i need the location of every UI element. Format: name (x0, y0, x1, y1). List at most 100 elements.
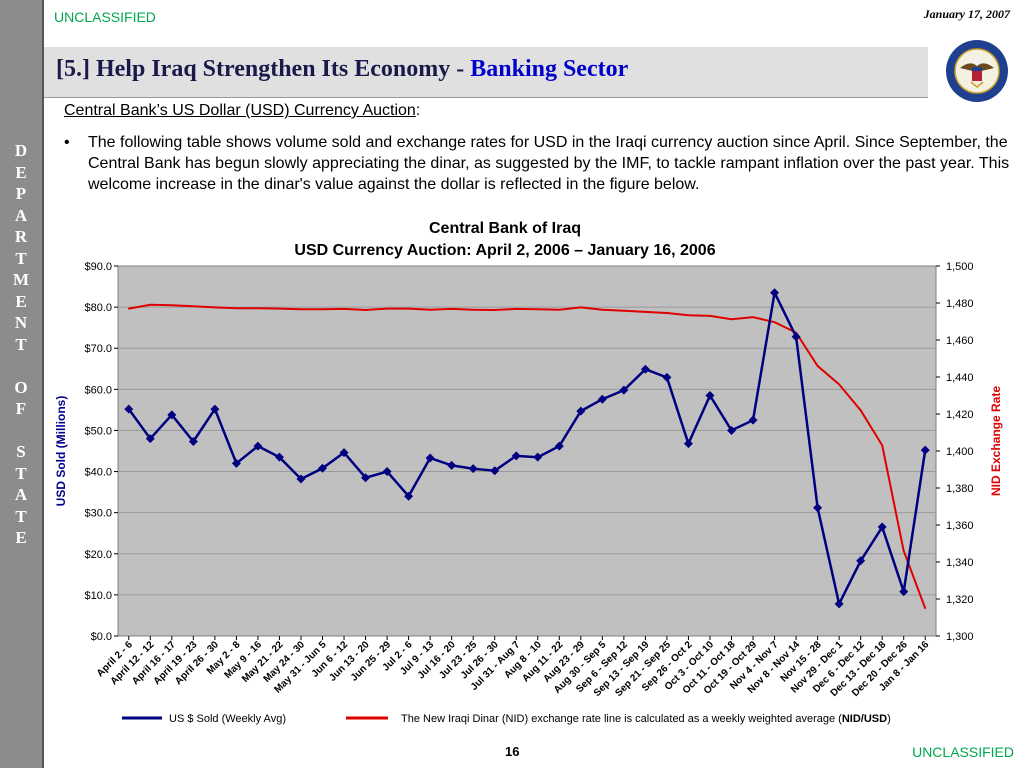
usd-sold-point (447, 460, 457, 470)
exchange-rate-point (450, 308, 453, 310)
exchange-rate-point (623, 309, 625, 312)
usd-sold-point (404, 491, 414, 501)
exchange-rate-point (816, 365, 819, 367)
exchange-rate-point (429, 308, 431, 311)
usd-sold-point (619, 385, 629, 395)
exchange-rate-point (881, 444, 883, 447)
series-line-usd-sold (127, 288, 927, 608)
legend-label-exchange-rate: The New Iraqi Dinar (NID) exchange rate … (401, 713, 891, 725)
usd-sold-point (145, 434, 155, 444)
y2-tick-label: 1,460 (946, 335, 974, 347)
usd-sold-point (727, 425, 736, 435)
exchange-rate-point (127, 307, 130, 310)
exchange-rate-point (666, 312, 668, 314)
sidebar-letter: E (15, 291, 27, 311)
sidebar-letter: P (15, 184, 27, 203)
exchange-rate-point (580, 306, 582, 309)
exchange-rate-point (278, 307, 281, 310)
title-band (44, 47, 928, 98)
bullet-symbol: • (64, 134, 70, 151)
usd-sold-point (339, 448, 349, 458)
usd-sold-point (834, 599, 844, 609)
y-tick-label: $10.0 (84, 590, 112, 602)
usd-sold-point (748, 415, 758, 425)
usd-sold-point (490, 466, 500, 476)
y2-tick-label: 1,360 (946, 520, 974, 532)
exchange-rate-point (386, 307, 388, 310)
exchange-rate-point (752, 316, 754, 318)
y-tick-label: $90.0 (84, 261, 112, 273)
usd-sold-point (253, 441, 263, 451)
y2-tick-label: 1,480 (946, 298, 974, 310)
sidebar-letter: F (15, 399, 27, 418)
usd-sold-point (274, 452, 284, 462)
chart-subtitle: USD Currency Auction: April 2, 2006 – Ja… (294, 242, 716, 259)
sidebar-letter: A (14, 485, 28, 504)
usd-sold-point (382, 467, 392, 477)
usd-sold-point (361, 473, 371, 483)
classification-top: UNCLASSIFIED (54, 9, 156, 25)
usd-sold-point (511, 451, 521, 461)
usd-sold-point (813, 503, 823, 513)
title-accent: Banking Sector (470, 56, 629, 82)
y2-tick-label: 1,440 (946, 372, 974, 384)
usd-sold-point (124, 404, 134, 414)
y-tick-label: $40.0 (84, 467, 112, 479)
sidebar-letter: D (14, 141, 28, 160)
y2-tick-label: 1,400 (946, 446, 974, 458)
sidebar-letter: T (15, 248, 27, 268)
page-number: 16 (505, 744, 520, 759)
bullet-text: The following table shows volume sold an… (88, 134, 1010, 193)
legend-label-prefix: The New Iraqi Dinar (NID) exchange rate … (401, 713, 842, 725)
y2-axis-title: NID Exchange Rate (989, 386, 1003, 496)
slide-date: January 17, 2007 (923, 7, 1010, 21)
usd-sold-point (705, 391, 715, 400)
exchange-rate-point (493, 309, 496, 311)
y-tick-label: $0.0 (91, 631, 112, 643)
exchange-rate-point (235, 307, 238, 309)
usd-sold-point (318, 463, 327, 473)
exchange-rate-point (687, 314, 690, 317)
usd-sold-point (576, 406, 586, 416)
y2-tick-label: 1,300 (946, 631, 974, 643)
sidebar-letter: E (15, 528, 27, 547)
sidebar-letter: N (14, 313, 28, 332)
subheading-text: Central Bank’s US Dollar (USD) Currency … (64, 102, 416, 119)
exchange-rate-point (515, 308, 518, 310)
usd-sold-point (640, 364, 650, 374)
usd-sold-point (533, 452, 543, 462)
legend-label-suffix: ) (887, 713, 891, 725)
chart-title: Central Bank of Iraq (428, 220, 582, 237)
sidebar-letter: T (15, 463, 27, 483)
usd-sold-point (899, 587, 909, 597)
sidebar-letter: A (14, 205, 28, 225)
y-tick-label: $80.0 (84, 302, 112, 314)
exchange-rate-point (472, 308, 474, 311)
chart-title-block: Central Bank of Iraq USD Currency Auctio… (230, 218, 780, 262)
exchange-rate-point (838, 383, 840, 386)
usd-sold-point (877, 522, 887, 532)
sidebar-letter: T (15, 334, 27, 354)
sidebar-letter: O (14, 377, 28, 397)
exchange-rate-point (536, 308, 539, 311)
exchange-rate-point (709, 315, 711, 317)
subheading-suffix: : (415, 102, 421, 119)
exchange-rate-point (558, 308, 561, 311)
classification-bottom: UNCLASSIFIED (912, 744, 1014, 760)
usd-sold-point (597, 394, 607, 404)
usd-sold-point (856, 556, 866, 566)
exchange-rate-point (773, 321, 776, 324)
exchange-rate-point (257, 307, 259, 309)
y2-tick-label: 1,500 (946, 261, 974, 273)
bullet-paragraph: • The following table shows volume sold … (64, 132, 1014, 195)
exchange-rate-point (924, 607, 927, 610)
usd-sold-point (188, 437, 198, 447)
exchange-rate-point (171, 304, 173, 307)
usd-sold-point (167, 410, 177, 420)
usd-sold-point (662, 372, 672, 382)
exchange-rate-point (902, 550, 905, 552)
legend-label-bold: NID/USD (842, 713, 887, 725)
exchange-rate-point (343, 308, 345, 310)
y2-tick-label: 1,380 (946, 483, 974, 495)
